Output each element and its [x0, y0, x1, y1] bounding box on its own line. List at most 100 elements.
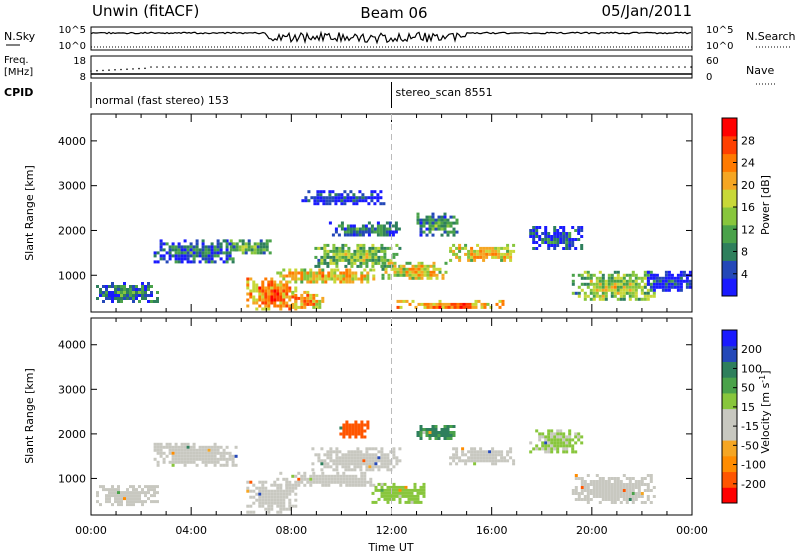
echo-cell — [252, 286, 256, 290]
echo-cell — [613, 501, 617, 504]
echo-cell — [601, 495, 605, 498]
echo-cell — [265, 239, 269, 243]
echo-cell — [544, 235, 548, 238]
echo-cell — [120, 288, 123, 291]
echo-cell — [425, 428, 429, 431]
echo-cell — [329, 261, 333, 265]
echo-cell — [446, 428, 450, 431]
echo-cell — [550, 432, 554, 436]
echo-cell — [613, 495, 617, 498]
echo-cell — [368, 453, 372, 457]
echo-cell — [156, 260, 160, 264]
echo-cell — [340, 193, 344, 197]
echo-cell — [267, 492, 271, 496]
echo-cell — [288, 304, 292, 308]
echo-cell — [111, 494, 114, 498]
echo-cell — [368, 447, 372, 451]
echo-cell — [541, 441, 545, 445]
echo-cell — [306, 480, 310, 484]
echo-cell — [610, 285, 614, 289]
echo-cell — [413, 500, 417, 504]
echo-cell — [183, 239, 187, 243]
echo-cell — [268, 251, 272, 255]
echo-cell — [613, 285, 617, 289]
echo-cell — [440, 221, 444, 225]
echo-cell — [129, 497, 132, 501]
echo-cell — [241, 242, 245, 246]
echo-cell — [456, 305, 460, 309]
echo-cell — [114, 500, 117, 504]
echo-cell — [365, 459, 369, 463]
echo-cell — [506, 243, 510, 247]
echo-cell — [262, 245, 266, 249]
echo-cell — [467, 459, 471, 463]
echo-cell — [625, 285, 629, 289]
echo-cell — [568, 438, 572, 442]
echo-cell — [334, 193, 338, 197]
echo-cell — [216, 245, 220, 249]
echo-cell — [144, 297, 147, 300]
echo-cell — [474, 299, 478, 303]
echo-cell — [619, 297, 623, 301]
echo-cell — [607, 288, 611, 292]
echo-cell — [568, 247, 572, 250]
echo-cell — [192, 448, 196, 452]
echo-cell — [374, 252, 378, 256]
echo-cell — [393, 270, 397, 274]
echo-cell — [294, 286, 298, 290]
echo-cell — [544, 229, 548, 232]
echo-cell — [195, 463, 199, 467]
echo-cell — [396, 305, 400, 309]
echo-cell — [126, 297, 129, 300]
echo-cell — [347, 258, 351, 262]
echo-cell — [120, 503, 123, 507]
echo-cell — [201, 257, 205, 261]
echo-cell — [216, 239, 220, 243]
echo-cell — [456, 302, 460, 306]
echo-cell — [123, 294, 126, 297]
echo-cell — [247, 239, 251, 243]
echo-cell — [356, 252, 360, 256]
echo-cell — [631, 282, 635, 286]
echo-cell — [326, 261, 330, 265]
echo-cell — [586, 501, 590, 504]
echo-cell — [364, 227, 368, 231]
echo-cell — [350, 450, 354, 454]
echo-cell — [168, 248, 172, 252]
echo-cell — [371, 252, 375, 256]
echo-cell — [198, 254, 202, 258]
echo-cell — [301, 199, 305, 203]
power-x-ticks — [90, 114, 693, 312]
echo-cell — [589, 288, 593, 292]
echo-cell — [550, 441, 554, 445]
echo-cell — [123, 285, 126, 288]
echo-cell — [174, 460, 178, 464]
echo-cell — [201, 251, 205, 255]
echo-cell — [565, 247, 569, 250]
echo-cell — [437, 224, 441, 228]
echo-cell — [285, 480, 289, 484]
echo-cell — [420, 273, 424, 277]
echo-cell — [135, 285, 138, 288]
echo-cell — [583, 486, 587, 489]
echo-cell — [351, 432, 355, 436]
echo-cell — [532, 232, 536, 235]
echo-cell — [210, 460, 214, 464]
echo-cell — [270, 286, 274, 290]
echo-cell — [392, 494, 396, 498]
echo-cell — [574, 229, 578, 232]
echo-cell — [607, 477, 611, 480]
echo-cell — [413, 494, 417, 498]
echo-cell — [270, 301, 274, 305]
echo-cell — [306, 290, 310, 294]
echo-cell — [210, 445, 214, 449]
echo-cell — [342, 435, 346, 439]
echo-cell — [96, 285, 99, 288]
echo-cell — [282, 295, 286, 299]
echo-cell — [147, 282, 150, 285]
echo-cell — [328, 202, 332, 206]
nave-dot — [588, 66, 590, 68]
echo-cell — [216, 457, 220, 461]
echo-cell — [500, 450, 504, 454]
echo-cell — [183, 251, 187, 255]
